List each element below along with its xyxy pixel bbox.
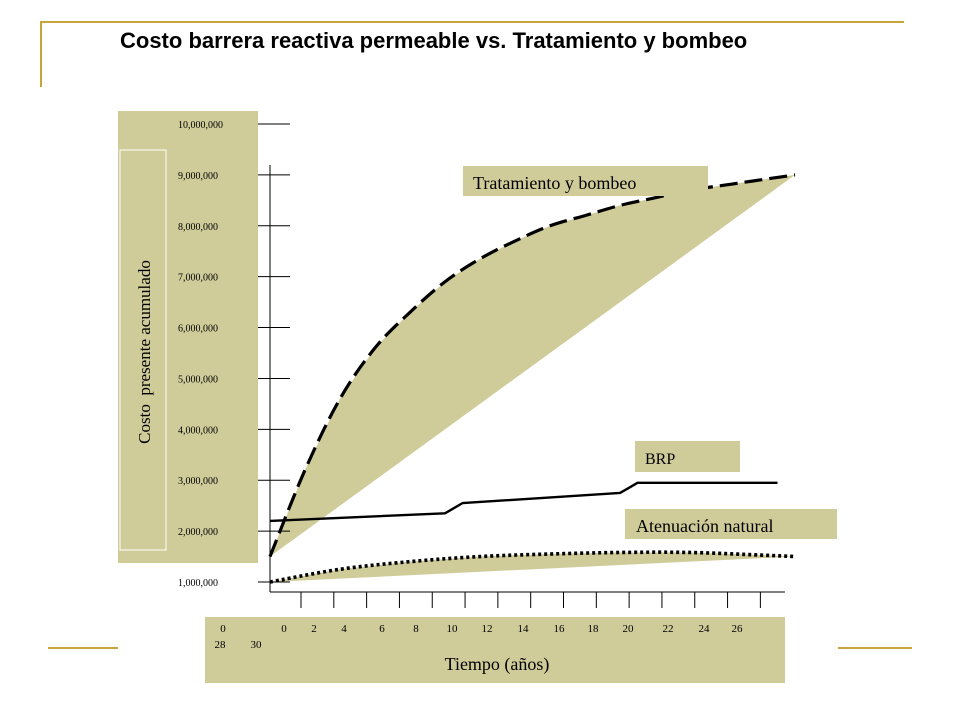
y-axis-title: Costo presente acumulado xyxy=(135,260,154,444)
x-tick-label: 24 xyxy=(699,623,711,635)
brp-solid-line xyxy=(269,481,778,523)
x-tick-label: 12 xyxy=(482,623,493,635)
x-tick-label: 28 xyxy=(215,639,227,651)
y-tick-label: 8,000,000 xyxy=(178,222,218,233)
x-tick-label: 26 xyxy=(732,623,744,635)
x-axis-panel xyxy=(205,617,785,683)
x-tick-label: 22 xyxy=(663,623,674,635)
legend-label-tyb: Tratamiento y bombeo xyxy=(473,173,636,193)
x-tick-label: 8 xyxy=(413,623,419,635)
frame-bottom-left-line xyxy=(48,647,118,649)
frame-bottom-right-line xyxy=(838,647,912,649)
legend-label-brp: BRP xyxy=(645,451,675,468)
frame-top-line xyxy=(40,21,904,23)
x-tick-label: 2 xyxy=(311,623,317,635)
y-tick-label: 6,000,000 xyxy=(178,324,218,335)
slide-title: Costo barrera reactiva permeable vs. Tra… xyxy=(120,28,748,53)
x-tick-label: 14 xyxy=(518,623,530,635)
an-dotted-line xyxy=(269,550,796,584)
x-tick-label: 16 xyxy=(554,623,566,635)
x-tick-label: 18 xyxy=(588,623,600,635)
legend-box-tyb xyxy=(463,166,708,196)
ylabel-box xyxy=(119,149,167,551)
y-tick-label: 1,000,000 xyxy=(178,578,218,589)
y-tick-label: 7,000,000 xyxy=(178,273,218,284)
x-axis-title: Tiempo (años) xyxy=(445,654,550,675)
legend-label-an: Atenuación natural xyxy=(636,516,773,536)
y-tick-label: 5,000,000 xyxy=(178,374,218,385)
y-tick-label: 10,000,000 xyxy=(178,120,223,131)
x-tick-label: 20 xyxy=(623,623,635,635)
x-tick-label: 10 xyxy=(447,623,459,635)
y-tick-label: 4,000,000 xyxy=(178,425,218,436)
x-tick-label: 30 xyxy=(251,639,263,651)
legend-box-brp xyxy=(635,441,740,472)
x-tick-label: 0 xyxy=(220,623,226,635)
an-shaded-band xyxy=(270,552,795,582)
frame-left-line xyxy=(40,21,42,87)
x-tick-label: 4 xyxy=(341,623,347,635)
x-tick-label: 6 xyxy=(379,623,385,635)
y-tick-label: 3,000,000 xyxy=(178,476,218,487)
x-tick-label: 0 xyxy=(281,623,287,635)
y-tick-label: 9,000,000 xyxy=(178,171,218,182)
legend-box-an xyxy=(625,509,837,539)
y-tick-label: 2,000,000 xyxy=(178,527,218,538)
tyb-shaded-band xyxy=(270,174,795,557)
